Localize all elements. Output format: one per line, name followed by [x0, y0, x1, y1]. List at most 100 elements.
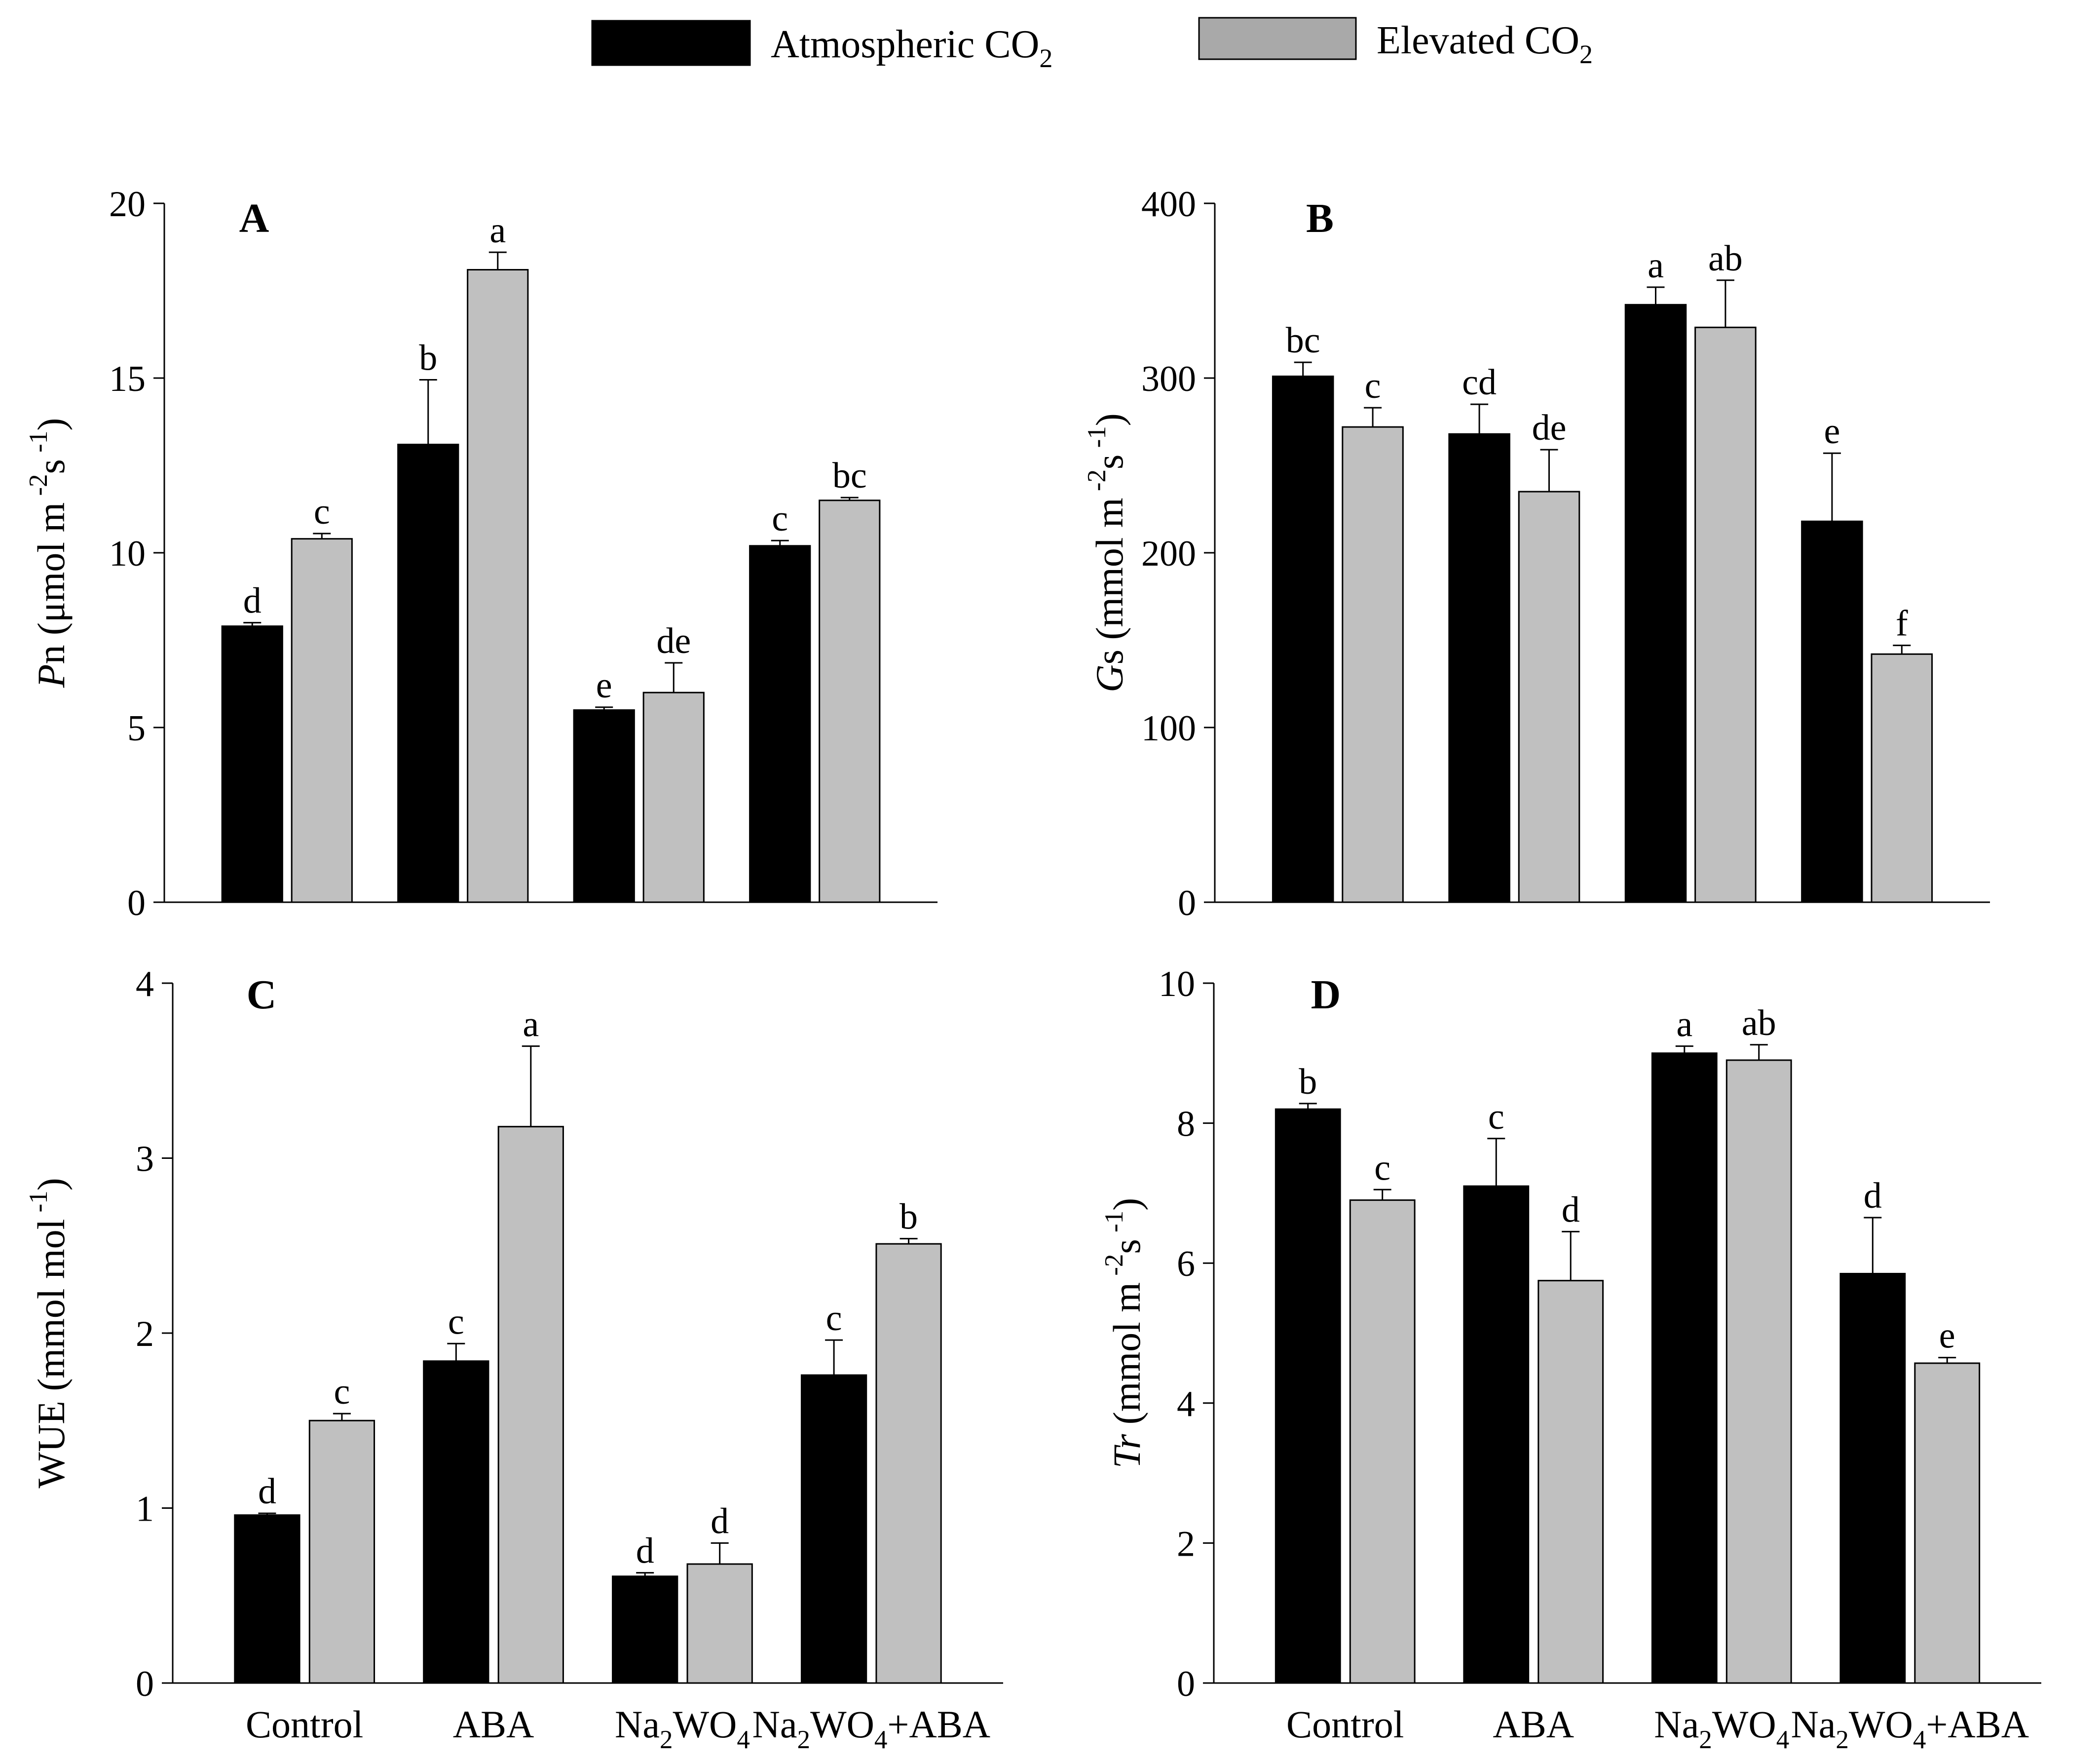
bar: [308, 1419, 375, 1684]
bar: [1651, 1052, 1718, 1684]
bar: [1275, 1108, 1341, 1684]
y-axis-label: Gs (mmol m -2s -1): [1083, 413, 1131, 692]
y-tick-label: 4: [1177, 1384, 1195, 1424]
significance-letter: de: [1532, 408, 1567, 448]
significance-letter: c: [1488, 1097, 1504, 1137]
y-tick-label: 5: [127, 708, 146, 749]
significance-letter: e: [1939, 1316, 1955, 1356]
bar: [686, 1563, 753, 1684]
y-tick-label: 0: [136, 1664, 154, 1704]
bar: [397, 444, 459, 903]
significance-letter: c: [772, 498, 788, 539]
panel-label: A: [239, 195, 269, 241]
bar: [1839, 1272, 1906, 1684]
significance-letter: d: [1864, 1176, 1882, 1216]
panel-C: 0 1 2 3 4 C WUE (mmol mol -1) d c d c c a d b Control AB…: [24, 964, 1003, 1754]
significance-letter: c: [1374, 1148, 1390, 1188]
significance-letter: ab: [1742, 1003, 1776, 1043]
y-tick-label: 0: [1177, 1664, 1195, 1704]
y-tick-label: 300: [1141, 359, 1196, 399]
y-tick-label: 20: [109, 184, 146, 225]
significance-letter: a: [523, 1004, 539, 1045]
bar: [497, 1126, 564, 1684]
significance-letter: bc: [1286, 320, 1320, 361]
legend-label-elevated: Elevated CO2: [1377, 19, 1593, 69]
significance-letter: a: [489, 210, 506, 251]
bar: [800, 1374, 867, 1684]
bar: [1725, 1059, 1792, 1684]
y-tick-label: 2: [1177, 1524, 1195, 1564]
bar: [819, 499, 881, 903]
y-tick-label: 10: [109, 534, 146, 574]
bar: [291, 538, 353, 903]
y-tick-label: 2: [136, 1314, 154, 1354]
significance-letter: c: [314, 492, 330, 532]
bar: [573, 709, 635, 903]
significance-letter: d: [711, 1501, 729, 1541]
y-tick-label: 1: [136, 1489, 154, 1530]
bar: [221, 625, 283, 903]
y-tick-label: 100: [1141, 708, 1196, 749]
bar: [1349, 1199, 1416, 1684]
bar: [612, 1575, 678, 1684]
bar: [1624, 304, 1687, 903]
x-category-label: Na2WO4: [1654, 1703, 1789, 1754]
x-category-label: ABA: [1493, 1703, 1574, 1746]
bar: [642, 691, 705, 903]
significance-letter: f: [1896, 604, 1908, 644]
legend-swatch-atmospheric: [591, 20, 751, 66]
significance-letter: a: [1648, 245, 1664, 286]
significance-letter: ab: [1708, 238, 1743, 279]
bar: [749, 545, 811, 903]
panel-label: C: [247, 972, 277, 1018]
bar: [467, 269, 529, 903]
significance-letter: b: [1299, 1062, 1317, 1102]
y-tick-label: 3: [136, 1139, 154, 1180]
panel-B: 0 100 200 300 400 B Gs (mmol m -2s -1) bc cd a e c d…: [1083, 184, 1990, 923]
significance-letter: de: [656, 621, 691, 661]
significance-letter: b: [900, 1197, 918, 1237]
legend-swatch-elevated: [1198, 17, 1357, 60]
bar: [1871, 653, 1933, 903]
significance-letter: b: [419, 338, 437, 379]
x-category-label: Na2WO4: [615, 1703, 750, 1754]
y-tick-label: 8: [1177, 1104, 1195, 1145]
y-tick-label: 200: [1141, 534, 1196, 574]
x-category-label: ABA: [453, 1703, 534, 1746]
panel-label: D: [1311, 972, 1341, 1018]
bar: [875, 1243, 942, 1684]
significance-letter: d: [636, 1531, 654, 1571]
legend-label-atmospheric: Atmospheric CO2: [771, 23, 1052, 73]
x-category-label: Control: [1286, 1703, 1404, 1746]
bar: [1272, 375, 1334, 903]
x-category-label: Control: [246, 1703, 363, 1746]
bar: [423, 1360, 489, 1684]
significance-letter: a: [1676, 1004, 1692, 1045]
significance-letter: e: [596, 665, 612, 706]
x-category-label: Na2WO4+ABA: [1791, 1703, 2029, 1754]
bar: [1342, 426, 1404, 903]
legend: Atmospheric CO2 Elevated CO2: [591, 17, 1593, 73]
significance-letter: c: [1365, 366, 1381, 406]
significance-letter: cd: [1462, 362, 1497, 403]
significance-letter: bc: [832, 456, 867, 496]
significance-letter: d: [258, 1471, 276, 1512]
bar: [1538, 1280, 1604, 1684]
y-axis-label: Tr (mmol m -2s -1): [1100, 1198, 1148, 1468]
panel-D: 0 2 4 6 8 10 D Tr (mmol m -2s -1) b c a d c d ab e Contr…: [1100, 964, 2041, 1754]
bar: [1463, 1185, 1530, 1684]
y-tick-label: 10: [1159, 964, 1195, 1004]
bar: [1448, 433, 1510, 903]
significance-letter: e: [1824, 411, 1840, 452]
x-category-label: Na2WO4+ABA: [752, 1703, 991, 1754]
significance-letter: c: [826, 1298, 842, 1339]
y-tick-label: 15: [109, 359, 146, 399]
bar: [234, 1514, 300, 1684]
panel-A: 0 5 10 15 20 A Pn (μmol m -2s -1) d b e c c a de bc: [24, 184, 938, 923]
y-axis-label: Pn (μmol m -2s -1): [24, 418, 73, 689]
y-tick-label: 0: [127, 883, 146, 923]
y-tick-label: 400: [1141, 184, 1196, 225]
y-tick-label: 6: [1177, 1244, 1195, 1284]
